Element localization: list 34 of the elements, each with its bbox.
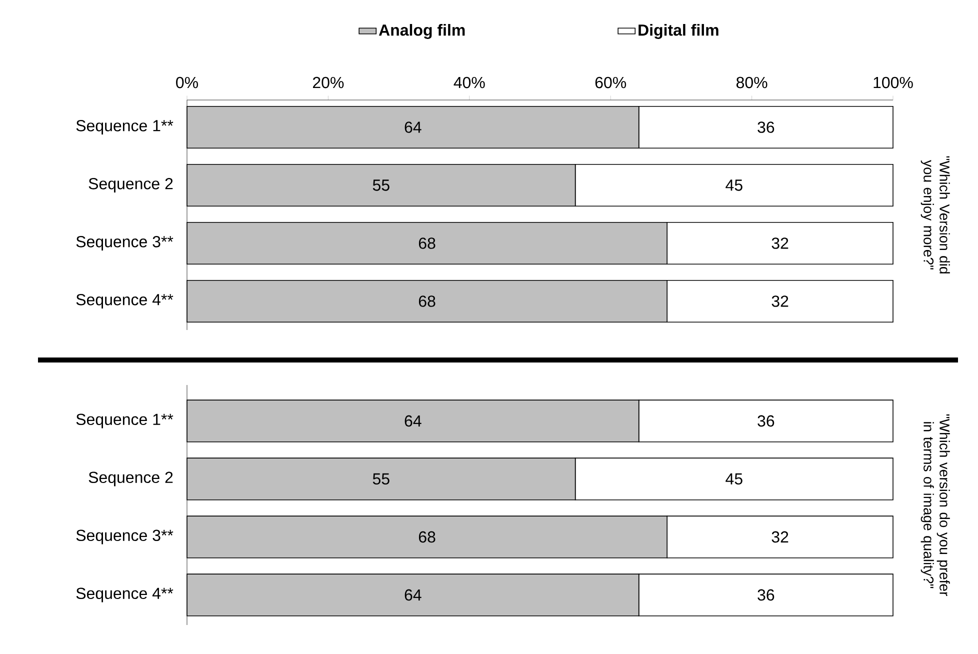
x-tick-label: 20%	[312, 76, 344, 88]
x-tick-label: 60%	[595, 76, 626, 88]
data-label: 32	[772, 531, 788, 543]
data-label: 55	[372, 473, 390, 485]
data-label: 36	[758, 415, 774, 427]
y-tick-label: Sequence 3**	[76, 236, 174, 250]
y-tick-label: Sequence 3**	[76, 530, 174, 544]
y2-axis-title: "Which Version did you enjoy more?"	[920, 156, 950, 274]
data-label: 68	[418, 531, 436, 543]
data-label: 45	[726, 473, 742, 485]
x-tick-label: 0%	[176, 76, 198, 88]
data-label: 55	[372, 180, 390, 191]
y-tick-label: Sequence 2	[88, 178, 173, 192]
y-tick-label: Sequence 4**	[76, 294, 174, 308]
data-label: 68	[418, 296, 436, 307]
data-label: 32	[772, 238, 788, 249]
data-label: 36	[758, 122, 774, 133]
y-tick-label: Sequence 1**	[76, 414, 174, 428]
y-tick-label: Sequence 2	[88, 472, 173, 486]
data-label: 32	[772, 296, 788, 307]
y-tick-label: Sequence 4**	[76, 588, 174, 602]
y2-axis-title: "Which version do you prefer in terms of image quality?"	[920, 414, 950, 596]
legend-label: Digital film	[638, 24, 718, 39]
data-label: 64	[404, 415, 422, 427]
x-tick-label: 40%	[454, 76, 485, 88]
data-label: 64	[404, 589, 422, 601]
legend-label: Analog film	[378, 24, 465, 39]
data-label: 45	[726, 180, 742, 191]
x-tick-label: 80%	[736, 76, 768, 88]
x-tick-label: 100%	[874, 76, 913, 88]
data-label: 68	[418, 238, 436, 249]
data-label: 36	[758, 589, 774, 601]
y-tick-label: Sequence 1**	[76, 120, 174, 135]
data-label: 64	[404, 122, 422, 133]
